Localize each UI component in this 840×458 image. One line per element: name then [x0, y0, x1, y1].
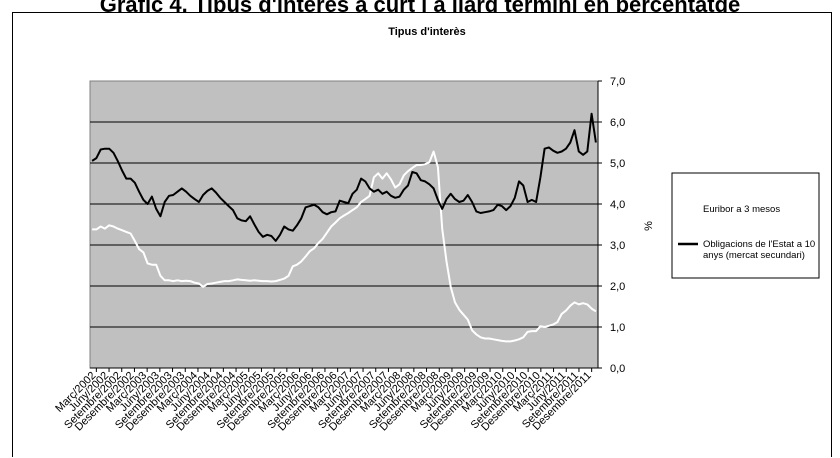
y-tick-label: 2,0 [610, 281, 625, 293]
legend-label-bonds: Obligacions de l'Estat a 10 anys (mercat… [703, 239, 818, 261]
y-axis-label: % [643, 221, 655, 231]
plot-area [89, 80, 599, 369]
y-tick-label: 7,0 [610, 76, 625, 88]
chart-title: Tipus d'interès [388, 26, 466, 38]
y-tick-label: 0,0 [610, 363, 625, 375]
series-lines [91, 112, 597, 343]
series-line-bonds [91, 112, 597, 242]
y-tick-label: 5,0 [610, 158, 625, 170]
legend-label-euribor: Euribor a 3 mesos [703, 204, 780, 215]
legend: Euribor a 3 mesos Obligacions de l'Estat… [671, 172, 820, 279]
legend-box [671, 172, 820, 279]
chart-frame: Tipus d'interès 0,0 1,0 2,0 3,0 4,0 5,0 6,0 7,0… [12, 12, 832, 457]
y-tick-label: 1,0 [610, 322, 625, 334]
y-tick-label: 3,0 [610, 240, 625, 252]
grid-lines [90, 121, 598, 328]
x-axis: Març/2002Juny/2002Setembre/2002Desembre/… [53, 367, 598, 433]
y-axis: 0,0 1,0 2,0 3,0 4,0 5,0 6,0 7,0 [597, 76, 625, 375]
series-line-euribor [92, 150, 597, 343]
y-tick-label: 4,0 [610, 199, 625, 211]
chart-svg: Tipus d'interès 0,0 1,0 2,0 3,0 4,0 5,0 6,0 7,0… [53, 26, 820, 433]
y-tick-label: 6,0 [610, 117, 625, 129]
